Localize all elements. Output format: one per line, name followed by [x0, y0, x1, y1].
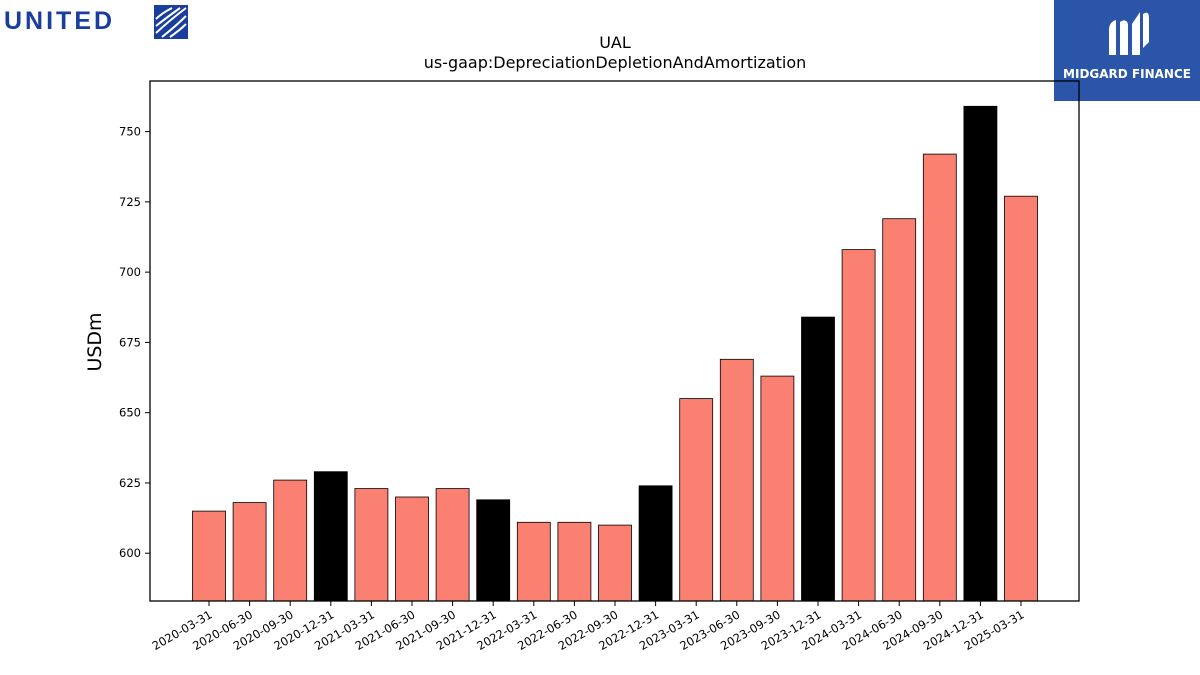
- x-axis: 2020-03-312020-06-302020-09-302020-12-31…: [150, 601, 1027, 653]
- midgard-finance-text: MIDGARD FINANCE: [1063, 67, 1191, 81]
- y-axis-label: USDm: [84, 312, 106, 371]
- bar-2024-06-30: [882, 218, 917, 602]
- bar-2024-03-31: [841, 249, 876, 602]
- bar-2021-12-31: [476, 499, 511, 602]
- bar-2020-06-30: [232, 502, 267, 602]
- chart-title: UAL: [599, 33, 631, 52]
- bar-2024-12-31: [963, 105, 998, 602]
- bar-2021-06-30: [395, 496, 429, 602]
- y-tick-label: 600: [119, 546, 141, 560]
- y-tick-label: 650: [119, 406, 141, 420]
- y-tick-label: 675: [119, 335, 141, 349]
- bar-2023-12-31: [801, 316, 835, 602]
- bar-2023-06-30: [719, 358, 754, 602]
- bar-2022-06-30: [557, 521, 592, 602]
- y-tick-label: 750: [119, 125, 141, 139]
- chart-subtitle: us-gaap:DepreciationDepletionAndAmortiza…: [424, 53, 807, 72]
- y-tick-label: 625: [119, 476, 141, 490]
- bar-2021-03-31: [354, 488, 389, 602]
- plot-frame: [149, 80, 1080, 602]
- y-axis: 600 625 650 675 700 725 750: [119, 125, 150, 560]
- bar-2025-03-31: [1004, 195, 1038, 602]
- bar-2020-03-31: [192, 510, 226, 602]
- bar-2020-12-31: [313, 471, 348, 602]
- globe-icon: [154, 5, 188, 39]
- bar-2022-03-31: [516, 521, 551, 602]
- bar-2021-09-30: [435, 488, 470, 602]
- bar-2022-09-30: [598, 524, 632, 602]
- y-tick-label: 700: [119, 265, 141, 279]
- bar-2023-09-30: [760, 375, 795, 602]
- bar-2022-12-31: [638, 485, 673, 602]
- bars-layer: [192, 105, 1038, 602]
- united-logo: UNITED: [0, 0, 200, 45]
- bar-2023-03-31: [679, 398, 714, 602]
- y-tick-label: 725: [119, 195, 141, 209]
- bar-2024-09-30: [922, 153, 957, 602]
- united-logo-text: UNITED: [4, 7, 115, 35]
- midgard-mark-icon: [1109, 12, 1149, 55]
- bar-2020-09-30: [273, 479, 308, 602]
- midgard-finance-logo: MIDGARD FINANCE: [1054, 0, 1200, 101]
